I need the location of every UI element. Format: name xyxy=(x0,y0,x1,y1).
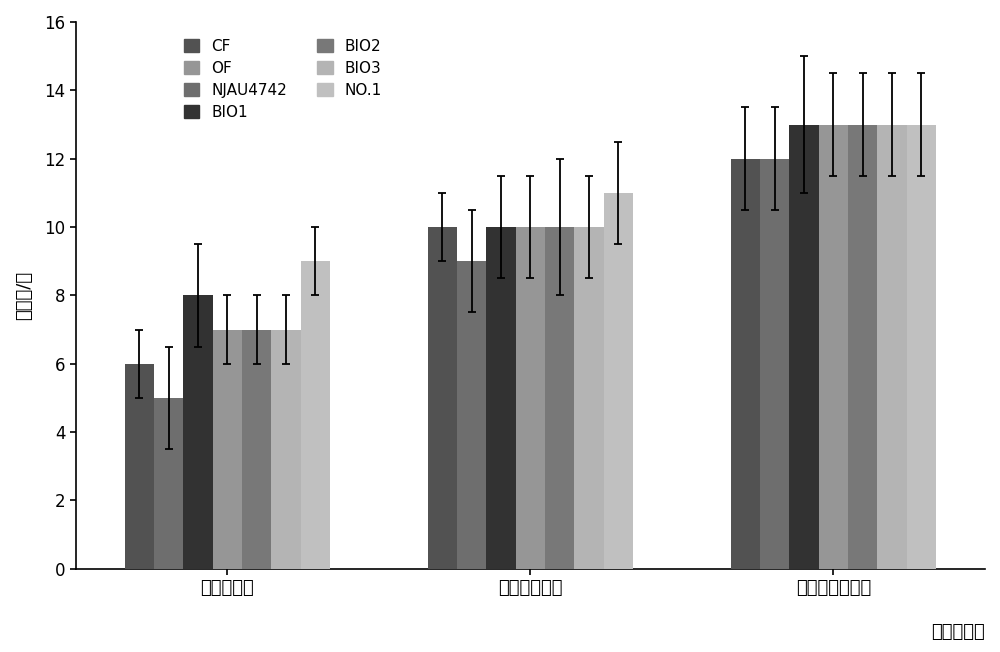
Bar xyxy=(760,158,789,569)
Bar xyxy=(457,261,486,569)
Y-axis label: 叶片数/片: 叶片数/片 xyxy=(15,271,33,320)
Legend: CF, OF, NJAU4742, BIO1, BIO2, BIO3, NO.1: CF, OF, NJAU4742, BIO1, BIO2, BIO3, NO.1 xyxy=(174,29,391,129)
Bar xyxy=(125,364,154,569)
Bar xyxy=(271,329,301,569)
Bar xyxy=(877,125,907,569)
Bar xyxy=(789,125,819,569)
Bar xyxy=(545,227,574,569)
Bar xyxy=(428,227,457,569)
Bar xyxy=(516,227,545,569)
Bar xyxy=(731,158,760,569)
Bar xyxy=(574,227,604,569)
X-axis label: 有机类肥料: 有机类肥料 xyxy=(931,623,985,642)
Bar xyxy=(154,398,183,569)
Bar xyxy=(183,295,213,569)
Bar xyxy=(486,227,516,569)
Bar xyxy=(604,193,633,569)
Bar xyxy=(907,125,936,569)
Bar xyxy=(213,329,242,569)
Bar xyxy=(301,261,330,569)
Bar xyxy=(848,125,877,569)
Bar xyxy=(819,125,848,569)
Bar xyxy=(242,329,271,569)
